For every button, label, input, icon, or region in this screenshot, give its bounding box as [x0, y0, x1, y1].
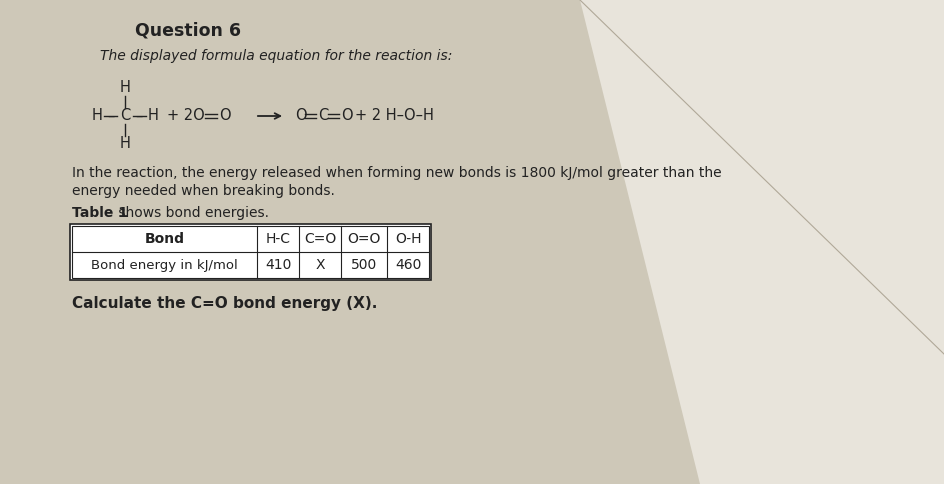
Text: shows bond energies.: shows bond energies.: [114, 206, 269, 220]
Text: Bond energy in kJ/mol: Bond energy in kJ/mol: [92, 258, 238, 272]
Bar: [72, 226, 429, 278]
Text: In the reaction, the energy released when forming new bonds is 1800 kJ/mol great: In the reaction, the energy released whe…: [72, 166, 721, 180]
Text: H: H: [120, 136, 130, 151]
Text: –: –: [135, 108, 143, 123]
Text: 460: 460: [395, 258, 421, 272]
Text: Table 1: Table 1: [72, 206, 128, 220]
Text: H: H: [120, 80, 130, 95]
Text: H: H: [92, 108, 103, 123]
Text: Question 6: Question 6: [135, 22, 241, 40]
Text: O: O: [295, 108, 307, 123]
Text: C: C: [318, 108, 329, 123]
Text: –: –: [108, 108, 114, 123]
Text: O: O: [219, 108, 230, 123]
Text: O=O: O=O: [347, 232, 380, 246]
Text: + 2O: + 2O: [167, 108, 205, 123]
Text: C: C: [120, 108, 130, 123]
Text: H-C: H-C: [265, 232, 291, 246]
Text: O-H: O-H: [395, 232, 421, 246]
Text: energy needed when breaking bonds.: energy needed when breaking bonds.: [72, 184, 335, 198]
Polygon shape: [580, 0, 944, 484]
Text: Calculate the C=O bond energy (X).: Calculate the C=O bond energy (X).: [72, 296, 378, 311]
Text: O: O: [341, 108, 353, 123]
Text: X: X: [315, 258, 325, 272]
Text: + 2 H–O–H: + 2 H–O–H: [355, 108, 434, 123]
Text: Bond: Bond: [144, 232, 184, 246]
Text: 500: 500: [351, 258, 377, 272]
Text: 410: 410: [265, 258, 291, 272]
Text: The displayed formula equation for the reaction is:: The displayed formula equation for the r…: [100, 49, 452, 63]
Text: H: H: [147, 108, 159, 123]
Bar: [70, 224, 431, 280]
Text: C=O: C=O: [304, 232, 336, 246]
